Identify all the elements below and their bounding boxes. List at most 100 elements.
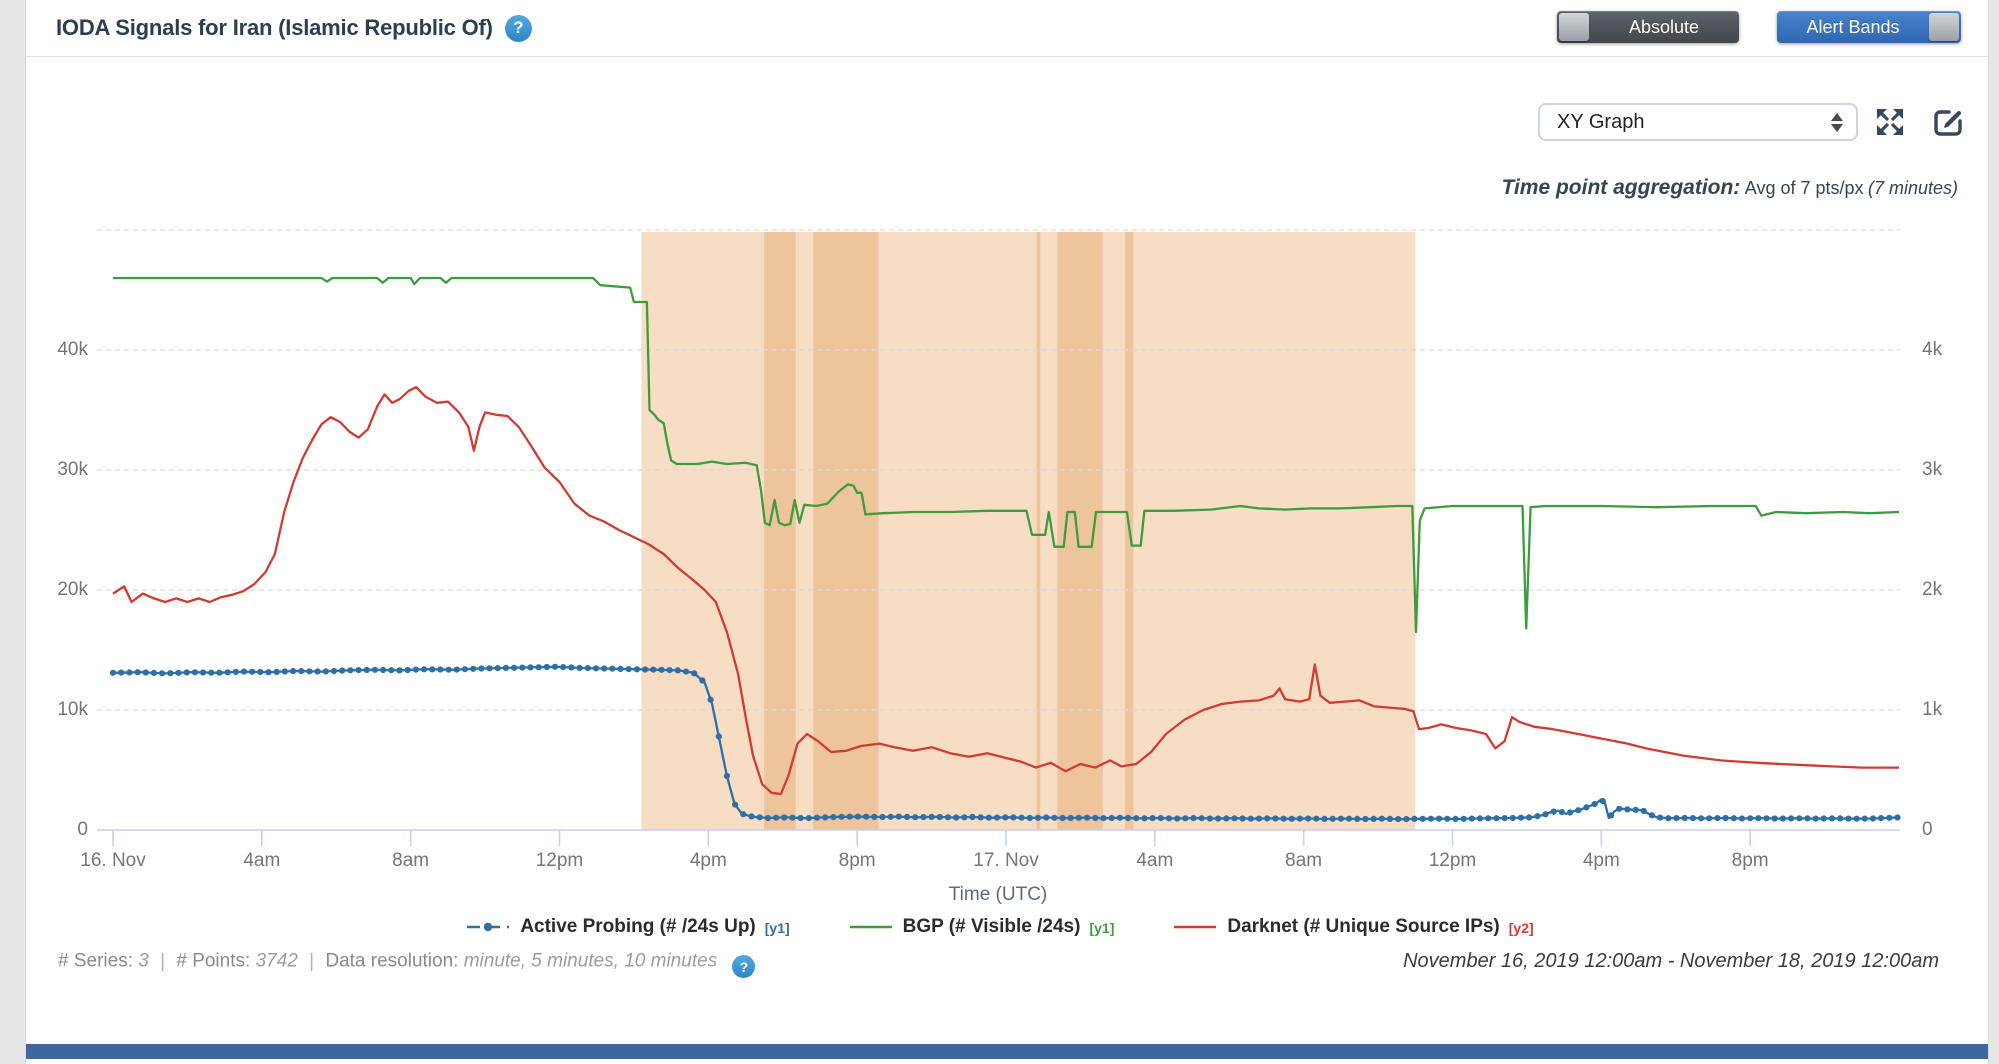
next-panel-top-bar[interactable] [26, 1044, 1988, 1059]
series-marker [642, 666, 649, 673]
series-marker [363, 666, 370, 674]
series-marker [142, 669, 149, 676]
series-marker [1575, 807, 1582, 814]
title-row: IODA Signals for Iran (Islamic Republic … [26, 0, 1988, 57]
series-marker [290, 668, 297, 675]
series-marker [1689, 815, 1696, 822]
series-line [112, 386, 1899, 796]
expand-icon[interactable] [1873, 105, 1907, 139]
series-marker [240, 668, 248, 675]
series-marker [380, 666, 387, 674]
series-marker [1804, 815, 1811, 822]
alert-band-strong [1057, 232, 1103, 830]
series-marker [1026, 814, 1033, 822]
series-marker [1894, 814, 1901, 821]
series-marker [633, 666, 641, 673]
alert-bands-toggle-label: Alert Bands [1806, 16, 1900, 37]
series-marker [1043, 814, 1050, 821]
series-marker [1116, 814, 1123, 821]
series-marker [1215, 815, 1222, 822]
series-marker [879, 813, 886, 821]
series-marker [1288, 815, 1295, 822]
series-marker [437, 666, 444, 673]
series-marker [1788, 815, 1795, 822]
legend-series-name: Active Probing (# /24s Up) [520, 916, 756, 937]
series-marker [912, 814, 919, 821]
series-marker [134, 669, 141, 676]
series-marker [822, 814, 829, 821]
legend-swatch-icon [1174, 925, 1217, 929]
series-marker [887, 813, 894, 820]
series-marker [805, 815, 812, 822]
series-marker [1681, 814, 1688, 822]
series-marker [936, 813, 943, 821]
series-marker [1084, 814, 1091, 821]
alert-band-strong [813, 232, 879, 830]
series-marker [1738, 815, 1746, 822]
series-marker [953, 814, 960, 821]
series-marker [109, 669, 117, 676]
series-marker [1337, 815, 1344, 822]
series-marker [1411, 815, 1418, 823]
series-marker [732, 801, 739, 808]
series-marker [1100, 815, 1107, 822]
series-line [113, 276, 1900, 634]
series-marker [183, 669, 190, 676]
series-count-label: # Series: [58, 950, 133, 972]
series-marker [1599, 798, 1606, 805]
title-help-icon[interactable]: ? [504, 14, 532, 42]
series-marker [1534, 813, 1541, 820]
series-marker [723, 772, 731, 780]
series-marker [576, 664, 583, 672]
legend-axis-tag: [y1] [1089, 920, 1115, 936]
series-marker [666, 667, 673, 674]
series-marker [863, 813, 870, 820]
absolute-toggle-label: Absolute [1628, 16, 1700, 37]
series-marker [1329, 815, 1336, 822]
series-marker [994, 814, 1001, 821]
absolute-toggle[interactable]: Absolute [1557, 11, 1739, 43]
series-marker [1526, 814, 1533, 821]
series-marker [985, 814, 993, 821]
series-marker [1517, 814, 1525, 821]
series-marker [969, 813, 976, 821]
series-marker [1878, 815, 1885, 822]
series-marker [789, 814, 796, 821]
legend-axis-tag: [y2] [1508, 920, 1534, 936]
series-marker [1157, 815, 1164, 822]
dashboard-card: IODA Signals for Iran (Islamic Republic … [25, 0, 1989, 1064]
series-marker [1763, 815, 1770, 822]
series-count-value: 3 [138, 950, 149, 972]
series-marker [486, 665, 493, 672]
series-marker [1378, 815, 1385, 822]
series-marker [920, 814, 927, 821]
series-marker [1853, 815, 1860, 822]
series-marker [1362, 815, 1369, 823]
alert-bands-toggle[interactable]: Alert Bands [1777, 11, 1961, 43]
series-marker [1730, 815, 1737, 822]
alert-bands-toggle-knob[interactable] [1929, 13, 1959, 41]
resolution-help-icon[interactable]: ? [732, 955, 756, 978]
series-marker [1493, 815, 1500, 822]
series-marker [871, 813, 878, 821]
series-marker [347, 667, 354, 674]
series-marker [568, 664, 575, 671]
graph-type-select[interactable]: XY Graph [1538, 103, 1858, 141]
resolution-value: minute, 5 minutes, 10 minutes [463, 950, 718, 972]
series-marker [527, 664, 534, 671]
points-count-value: 3742 [255, 950, 298, 972]
series-marker [453, 666, 460, 673]
series-marker [118, 669, 125, 676]
series-marker [1665, 815, 1672, 822]
series-marker [1059, 814, 1066, 822]
series-marker [175, 669, 182, 676]
series-marker [830, 814, 837, 821]
absolute-toggle-knob[interactable] [1559, 13, 1589, 41]
series-marker [404, 666, 411, 674]
series-marker [1714, 815, 1721, 822]
edit-icon[interactable] [1932, 106, 1964, 138]
series-marker [1198, 815, 1205, 822]
series-marker [1133, 815, 1140, 822]
series-marker [1092, 814, 1099, 822]
